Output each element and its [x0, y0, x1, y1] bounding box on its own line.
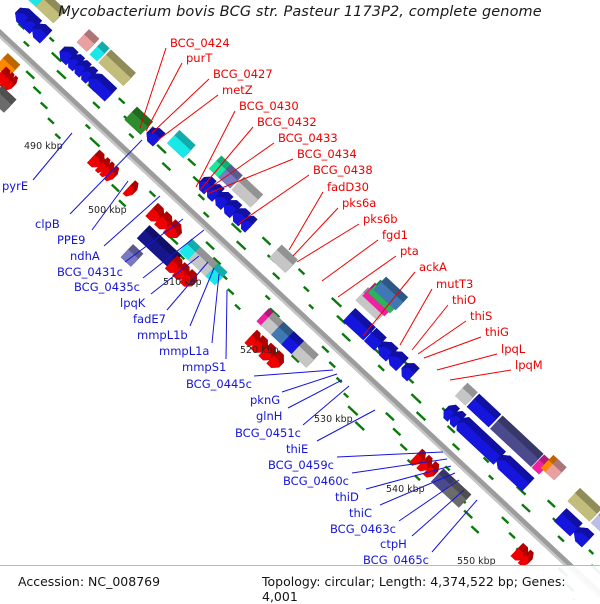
gene-label-mmpl1a[interactable]: mmpL1a [159, 345, 209, 357]
ruler-tick-label: 530 kbp [314, 414, 353, 426]
gene-label-pkng[interactable]: pknG [250, 394, 280, 406]
gene-label-bcg_0451c[interactable]: BCG_0451c [235, 427, 301, 439]
gene-label-lpqm[interactable]: lpqM [515, 359, 543, 371]
ruler-tick-label: 540 kbp [386, 484, 425, 496]
ruler-tick-label: 510 kbp [163, 277, 202, 289]
genome-axis-line [0, 28, 600, 600]
gene-label-mmpl1b[interactable]: mmpL1b [137, 329, 188, 341]
gene-label-thig[interactable]: thiG [485, 326, 509, 338]
gene-label-ndha[interactable]: ndhA [70, 250, 100, 262]
gene-label-glnh[interactable]: glnH [256, 410, 282, 422]
gene-label-fade7[interactable]: fadE7 [133, 313, 166, 325]
gene-label-clpb[interactable]: clpB [35, 218, 60, 230]
gene-label-fadd30[interactable]: fadD30 [327, 181, 369, 193]
gene-label-fgd1[interactable]: fgd1 [382, 229, 408, 241]
gene-label-thie[interactable]: thiE [286, 443, 308, 455]
gene-label-lpqk[interactable]: lpqK [120, 297, 145, 309]
ruler-tick-label: 490 kbp [24, 141, 63, 153]
gene-label-bcg_0427[interactable]: BCG_0427 [213, 68, 273, 80]
gene-label-bcg_0430[interactable]: BCG_0430 [239, 100, 299, 112]
gene-label-mmps1[interactable]: mmpS1 [182, 361, 226, 373]
gene-label-ctph[interactable]: ctpH [380, 538, 407, 550]
gene-label-lpql[interactable]: lpqL [501, 343, 525, 355]
ruler-tick-label: 500 kbp [88, 205, 127, 217]
gene-label-thio[interactable]: thiO [452, 294, 476, 306]
gene-label-ppe9[interactable]: PPE9 [57, 234, 85, 246]
ruler-tick-label: 520 kbp [240, 345, 279, 357]
gene-label-pta[interactable]: pta [400, 245, 419, 257]
gene-label-pyre[interactable]: pyrE [2, 180, 28, 192]
gene-label-bcg_0432[interactable]: BCG_0432 [257, 116, 317, 128]
gene-label-bcg_0424[interactable]: BCG_0424 [170, 37, 230, 49]
gene-label-bcg_0434[interactable]: BCG_0434 [297, 148, 357, 160]
gene-label-bcg_0435c[interactable]: BCG_0435c [74, 281, 140, 293]
gene-label-pks6a[interactable]: pks6a [342, 197, 376, 209]
gene-label-bcg_0460c[interactable]: BCG_0460c [283, 475, 349, 487]
gene-label-bcg_0433[interactable]: BCG_0433 [278, 132, 338, 144]
gene-label-thid[interactable]: thiD [335, 491, 359, 503]
gene-label-purt[interactable]: purT [186, 52, 212, 64]
gene-label-bcg_0459c[interactable]: BCG_0459c [268, 459, 334, 471]
gene-label-pks6b[interactable]: pks6b [363, 213, 398, 225]
gene-label-bcg_0438[interactable]: BCG_0438 [313, 164, 373, 176]
accession-label: Accession: NC_008769 [18, 574, 160, 589]
gene-label-thic[interactable]: thiC [349, 507, 372, 519]
status-bar: Accession: NC_008769 Topology: circular;… [0, 565, 600, 600]
gene-label-acka[interactable]: ackA [419, 261, 447, 273]
gene-label-bcg_0445c[interactable]: BCG_0445c [186, 378, 252, 390]
gene-label-bcg_0463c[interactable]: BCG_0463c [330, 523, 396, 535]
page-title: Mycobacterium bovis BCG str. Pasteur 117… [0, 4, 600, 20]
gene-label-bcg_0431c[interactable]: BCG_0431c [57, 266, 123, 278]
gene-label-this[interactable]: thiS [470, 310, 492, 322]
gene-label-mutt3[interactable]: mutT3 [436, 278, 473, 290]
gene-label-metz[interactable]: metZ [222, 84, 253, 96]
